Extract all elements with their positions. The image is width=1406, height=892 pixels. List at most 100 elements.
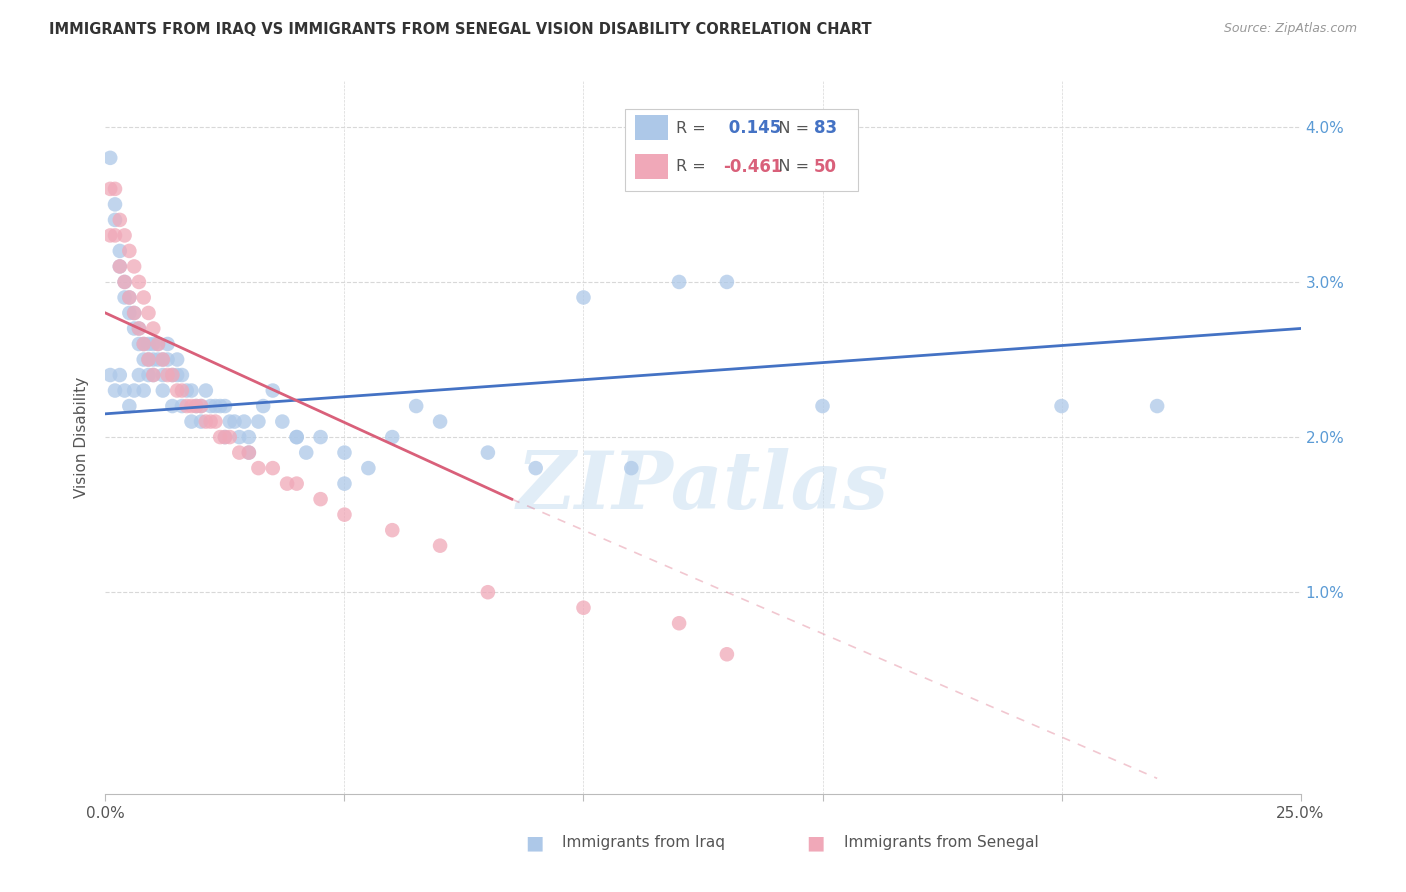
Point <box>668 275 690 289</box>
Point <box>620 461 643 475</box>
Point <box>200 415 222 429</box>
Point <box>114 384 136 398</box>
Point <box>108 213 131 227</box>
Point <box>271 415 294 429</box>
Point <box>142 368 165 382</box>
Point <box>247 461 270 475</box>
Point <box>285 430 308 444</box>
Point <box>194 384 217 398</box>
Point <box>98 228 121 243</box>
Point <box>204 415 226 429</box>
Point <box>162 399 184 413</box>
Text: 50: 50 <box>814 158 837 176</box>
Point <box>180 384 202 398</box>
Point <box>142 368 165 382</box>
Point <box>118 306 141 320</box>
Point <box>194 415 217 429</box>
Point <box>118 399 141 413</box>
Text: Immigrants from Senegal: Immigrants from Senegal <box>844 836 1039 850</box>
Point <box>309 492 332 507</box>
Text: 0.145: 0.145 <box>723 120 782 137</box>
Point <box>132 337 155 351</box>
Point <box>142 321 165 335</box>
Point <box>233 415 256 429</box>
Point <box>108 260 131 274</box>
Point <box>118 290 141 304</box>
Point <box>477 445 499 459</box>
Point <box>285 476 308 491</box>
Point <box>333 445 356 459</box>
Point <box>98 182 121 196</box>
Point <box>142 352 165 367</box>
Point <box>262 384 284 398</box>
Point <box>381 523 404 537</box>
Point <box>176 399 198 413</box>
Point <box>138 352 160 367</box>
Point <box>122 306 145 320</box>
Point <box>132 290 155 304</box>
Point <box>162 368 184 382</box>
Point <box>108 368 131 382</box>
Point <box>98 151 121 165</box>
Point <box>114 228 136 243</box>
Point <box>811 399 834 413</box>
Text: Immigrants from Iraq: Immigrants from Iraq <box>562 836 725 850</box>
Point <box>218 415 240 429</box>
Point <box>114 290 136 304</box>
Point <box>108 260 131 274</box>
Point <box>118 244 141 258</box>
Point <box>156 368 179 382</box>
Point <box>209 399 232 413</box>
Text: 83: 83 <box>814 120 837 137</box>
Point <box>132 384 155 398</box>
Text: N =: N = <box>762 160 814 174</box>
Point <box>224 415 246 429</box>
Point <box>333 476 356 491</box>
Point <box>128 275 150 289</box>
Point <box>190 399 212 413</box>
Point <box>170 368 193 382</box>
Point <box>138 306 160 320</box>
Text: Source: ZipAtlas.com: Source: ZipAtlas.com <box>1223 22 1357 36</box>
FancyBboxPatch shape <box>636 154 668 179</box>
Point <box>122 384 145 398</box>
Point <box>152 368 174 382</box>
Point <box>104 197 127 211</box>
Point <box>214 430 236 444</box>
Point <box>214 430 236 444</box>
Point <box>118 290 141 304</box>
Point <box>152 384 174 398</box>
Text: N =: N = <box>762 120 814 136</box>
Point <box>142 337 165 351</box>
Text: R =: R = <box>675 160 710 174</box>
Point <box>405 399 427 413</box>
Y-axis label: Vision Disability: Vision Disability <box>75 376 90 498</box>
Text: ■: ■ <box>524 833 544 853</box>
Point <box>104 213 127 227</box>
Point <box>209 430 232 444</box>
Point <box>104 384 127 398</box>
Point <box>170 384 193 398</box>
Point <box>309 430 332 444</box>
Point <box>252 399 274 413</box>
Text: ZIPatlas: ZIPatlas <box>517 449 889 525</box>
FancyBboxPatch shape <box>636 115 668 140</box>
Text: R =: R = <box>675 120 710 136</box>
Point <box>132 337 155 351</box>
Point <box>122 306 145 320</box>
Point <box>156 352 179 367</box>
Point <box>285 430 308 444</box>
Point <box>190 415 212 429</box>
Text: ■: ■ <box>806 833 825 853</box>
Point <box>128 337 150 351</box>
Point <box>122 260 145 274</box>
Point <box>572 600 595 615</box>
Point <box>429 415 451 429</box>
Point <box>228 445 250 459</box>
Point <box>156 337 179 351</box>
Point <box>128 321 150 335</box>
Point <box>262 461 284 475</box>
Point <box>295 445 318 459</box>
Point <box>138 337 160 351</box>
Point <box>162 368 184 382</box>
